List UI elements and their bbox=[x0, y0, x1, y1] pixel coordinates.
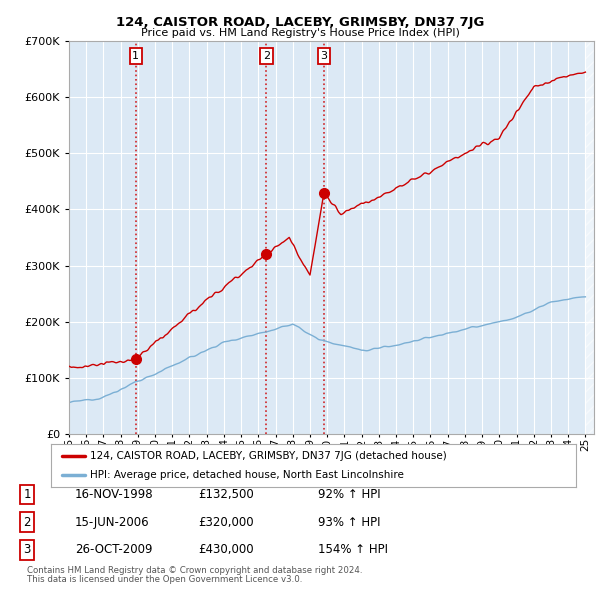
Text: 124, CAISTOR ROAD, LACEBY, GRIMSBY, DN37 7JG: 124, CAISTOR ROAD, LACEBY, GRIMSBY, DN37… bbox=[116, 16, 484, 29]
Text: £132,500: £132,500 bbox=[198, 488, 254, 501]
Text: 92% ↑ HPI: 92% ↑ HPI bbox=[318, 488, 380, 501]
Text: 2: 2 bbox=[23, 516, 31, 529]
Text: 3: 3 bbox=[320, 51, 328, 61]
Text: 1: 1 bbox=[132, 51, 139, 61]
Text: 15-JUN-2006: 15-JUN-2006 bbox=[75, 516, 149, 529]
Text: 1: 1 bbox=[23, 488, 31, 501]
Text: HPI: Average price, detached house, North East Lincolnshire: HPI: Average price, detached house, Nort… bbox=[91, 470, 404, 480]
Text: 3: 3 bbox=[23, 543, 31, 556]
Text: Contains HM Land Registry data © Crown copyright and database right 2024.: Contains HM Land Registry data © Crown c… bbox=[27, 566, 362, 575]
Text: Price paid vs. HM Land Registry's House Price Index (HPI): Price paid vs. HM Land Registry's House … bbox=[140, 28, 460, 38]
Text: 26-OCT-2009: 26-OCT-2009 bbox=[75, 543, 152, 556]
Text: 93% ↑ HPI: 93% ↑ HPI bbox=[318, 516, 380, 529]
Text: £430,000: £430,000 bbox=[198, 543, 254, 556]
Text: 154% ↑ HPI: 154% ↑ HPI bbox=[318, 543, 388, 556]
Text: This data is licensed under the Open Government Licence v3.0.: This data is licensed under the Open Gov… bbox=[27, 575, 302, 584]
Text: 124, CAISTOR ROAD, LACEBY, GRIMSBY, DN37 7JG (detached house): 124, CAISTOR ROAD, LACEBY, GRIMSBY, DN37… bbox=[91, 451, 447, 461]
Text: 2: 2 bbox=[263, 51, 270, 61]
Text: £320,000: £320,000 bbox=[198, 516, 254, 529]
Text: 16-NOV-1998: 16-NOV-1998 bbox=[75, 488, 154, 501]
